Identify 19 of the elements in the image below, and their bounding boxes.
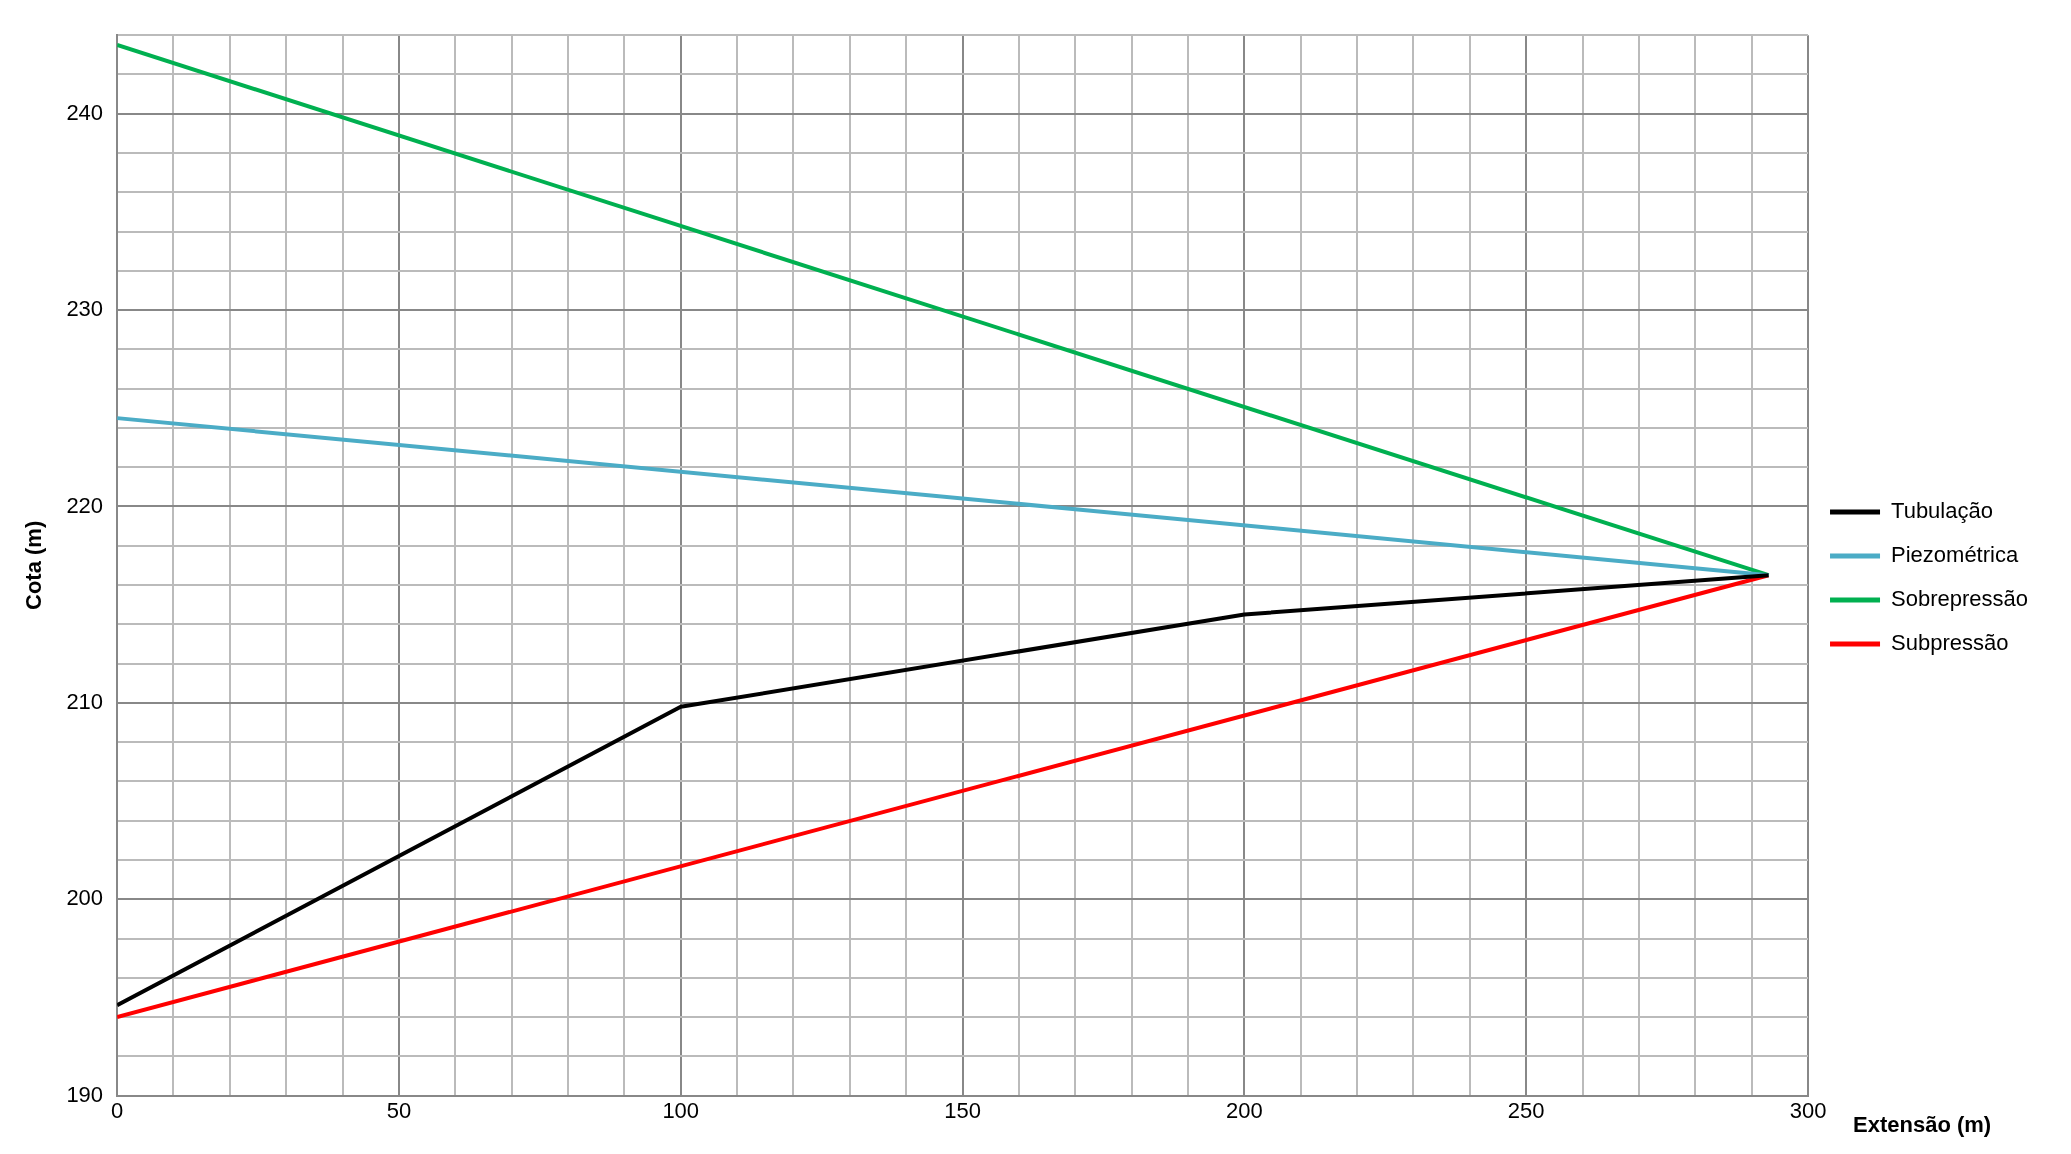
x-tick-label: 100 <box>662 1097 700 1123</box>
y-tick-label: 220 <box>66 492 104 518</box>
y-tick-label: 210 <box>66 688 104 714</box>
legend-label: Tubulação <box>1891 498 1993 524</box>
y-tick-label: 240 <box>66 99 104 125</box>
legend-label: Subpressão <box>1891 630 2009 656</box>
y-tick-label: 230 <box>66 296 104 322</box>
x-tick-label: 150 <box>944 1097 981 1123</box>
y-tick-label: 190 <box>66 1081 104 1107</box>
x-tick-label: 250 <box>1507 1097 1545 1123</box>
legend-label: Piezométrica <box>1891 542 2019 568</box>
x-tick-label: 200 <box>1226 1097 1263 1123</box>
x-tick-label: 300 <box>1789 1097 1827 1123</box>
y-tick-label: 200 <box>66 885 104 911</box>
legend-label: Sobrepressão <box>1891 586 2029 612</box>
x-axis-title: Extensão (m) <box>1853 1111 1992 1137</box>
y-axis-title: Cota (m) <box>21 520 47 611</box>
x-tick-label: 50 <box>386 1097 412 1123</box>
x-tick-label: 0 <box>110 1097 124 1123</box>
